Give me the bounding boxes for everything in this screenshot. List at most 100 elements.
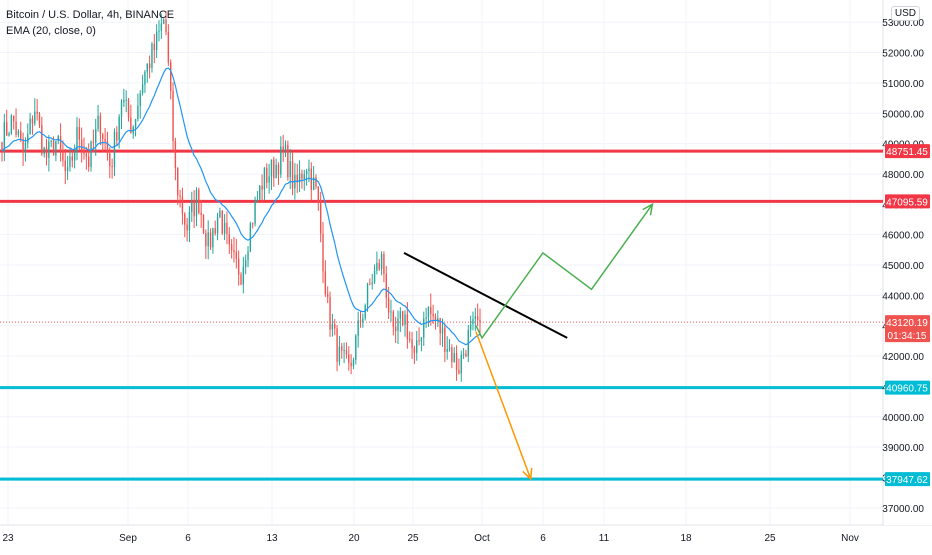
candle-body [244,260,247,267]
candle-body [85,153,88,157]
candle-body [336,328,338,362]
candle-body [287,144,289,178]
candle-body [144,71,146,85]
candle-body [167,32,170,63]
candle-body [476,316,479,320]
candle-body [209,232,212,248]
candle-body [249,223,252,252]
candle-body [362,318,364,323]
candle-body [329,296,331,330]
candle-body [146,63,148,72]
candle-body [172,90,174,142]
candle-body [64,160,66,171]
price-axis-tick-label: 46000.00 [882,231,924,242]
candle-body [254,201,256,224]
candle-body [334,324,336,329]
resistance-price-badge-2-bg [885,194,930,209]
candle-body [416,340,418,353]
candle-body [237,258,240,275]
candle-body [1,142,3,152]
candle-body [137,105,139,120]
candle-body [155,31,158,51]
candle-body [235,252,238,259]
symbol-title[interactable]: Bitcoin / U.S. Dollar, 4h, BINANCE [6,9,175,21]
candle-body [3,122,6,152]
time-axis-tick-label: 23 [2,533,14,544]
candle-body [451,347,453,363]
candle-body [153,43,156,51]
candle-body [165,19,167,33]
bearish-projection-path[interactable] [475,331,532,480]
candle-body [376,262,378,271]
horizontal-levels[interactable] [0,149,883,481]
ema-indicator-label[interactable]: EMA (20, close, 0) [6,25,96,37]
candle-body [268,176,270,183]
candle-body [45,147,48,158]
candle-body [69,156,71,167]
candle-body [95,128,97,143]
price-axis-tick-label: 48000.00 [882,170,924,181]
support-price-badge-1: 40960.75 [886,384,928,395]
price-axis-tick-label: 52000.00 [882,49,924,60]
candle-body [369,283,371,285]
support-price-badge-2-bg [885,472,930,487]
candle-body [134,119,137,127]
candle-body [191,202,193,213]
candle-body [326,294,329,297]
bullish-projection-path[interactable] [475,203,654,340]
trendline[interactable] [403,252,568,339]
candle-body [472,318,474,325]
candle-body [219,210,221,218]
candle-body [434,316,437,322]
candle-body [127,99,130,118]
candle-body [247,251,249,261]
candle-body [291,161,294,189]
candle-body [111,166,113,168]
price-axis[interactable]: 37000.0038000.0039000.0040000.0041000.00… [882,0,932,525]
resistance-price-badge-1-bg [885,144,930,159]
candle-body [259,185,261,200]
candle-body [8,133,10,136]
candle-body [116,132,118,141]
currency-badge[interactable]: USD [890,6,920,21]
candle-body [221,210,223,234]
candle-body [350,362,352,367]
candle-body [465,353,467,357]
price-axis-tick-label: 44000.00 [882,291,924,302]
support-price-badge-2: 37947.62 [886,475,928,486]
candle-body [36,111,38,114]
candle-body [448,347,451,350]
candle-body [411,339,413,349]
candle-body [479,319,481,323]
candle-body [120,102,123,117]
candle-body [345,350,348,355]
candle-body [458,370,460,374]
candle-body [303,174,305,179]
candle-body [280,146,282,175]
time-axis-background [0,526,932,550]
candle-body [113,132,116,167]
candle-body [200,212,202,215]
candle-body [193,202,195,217]
candle-body [317,186,320,203]
candle-body [55,140,57,156]
candle-body [233,250,235,253]
candle-body [148,63,151,69]
candle-body [455,353,458,371]
candle-body [123,100,125,103]
candle-body [266,167,268,183]
candle-body [10,115,13,134]
candle-body [289,161,291,178]
time-axis[interactable]: 23 Sep 6 13 20 25 Oct 6 11 18 25 Nov [0,526,932,550]
price-axis-tick-label: 37000.00 [882,504,924,515]
resistance-price-badge-1: 48751.45 [886,147,928,158]
candle-body [385,273,387,298]
current-price-badge-bg [885,315,930,343]
candle-body [226,222,228,235]
candle-body [202,214,205,234]
drawings[interactable] [403,202,654,481]
candle-body [261,185,263,190]
candle-body [87,156,90,167]
